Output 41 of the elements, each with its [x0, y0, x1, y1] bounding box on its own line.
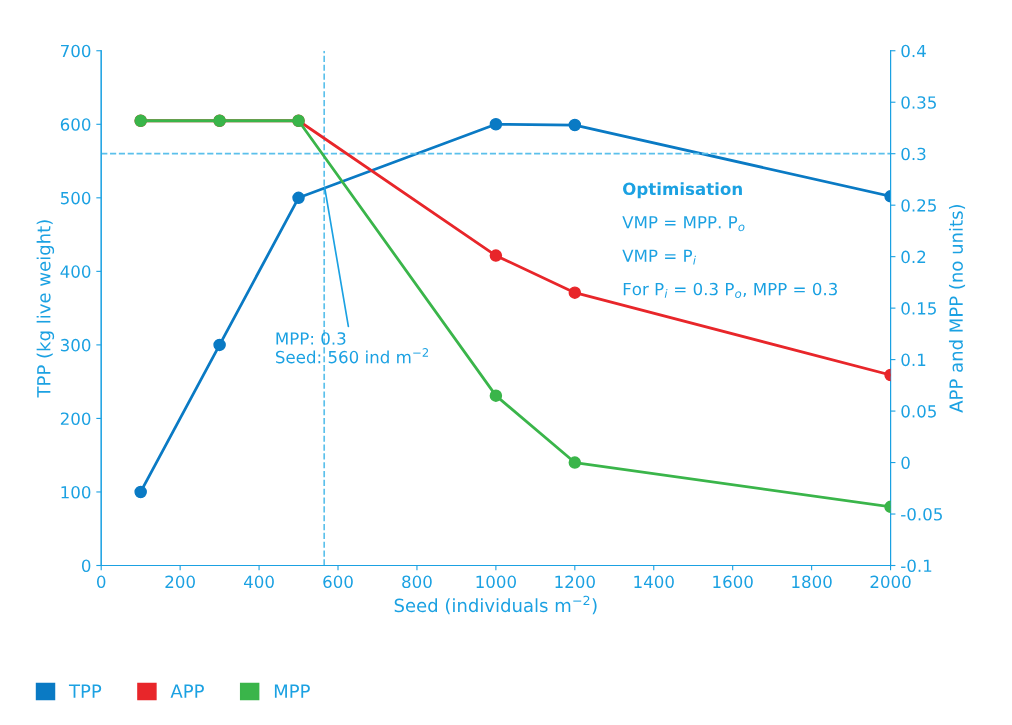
x-tick-label: 1200 — [555, 575, 595, 589]
y2-tick-label: 0.2 — [901, 250, 926, 264]
y2-axis-title: APP and MPP (no units) — [948, 204, 966, 413]
y2-tick-label: 0.15 — [901, 302, 936, 315]
y-tick-label: 0 — [81, 559, 91, 573]
x-tick-label: 2000 — [870, 575, 911, 589]
x-tick-label: 0 — [97, 575, 106, 589]
legend-label: TPP — [68, 684, 102, 698]
x-tick-label: 1800 — [792, 575, 832, 589]
x-tick-label: 400 — [243, 575, 274, 589]
y-axis-title: TPP (kg live weight) — [36, 220, 55, 398]
y2-tick-label: 0.25 — [901, 199, 936, 212]
annotation: MPP: 0.3 Seed: 560 ind m$^{−2}$ — [275, 332, 429, 364]
y2-tick-label: 0.4 — [901, 44, 926, 58]
y-tick-label: 600 — [60, 118, 91, 131]
y-tick-label: 500 — [60, 191, 91, 205]
legend-label: APP — [170, 684, 204, 698]
y-tick-label: 400 — [60, 265, 91, 278]
x-tick-label: 600 — [323, 575, 353, 589]
y-tick-label: 700 — [61, 44, 91, 58]
x-tick-label: 200 — [165, 575, 195, 589]
annotation: VMP = P$_{i}$ — [622, 249, 696, 265]
y2-tick-label: 0.05 — [901, 405, 936, 418]
x-tick-label: 1000 — [476, 575, 516, 589]
annotation: For P$_{i}$ = 0.3 P$_{o}$, MPP = 0.3 — [623, 282, 837, 299]
x-axis-title: Seed (individuals m$^{−2}$) — [394, 595, 597, 615]
y2-tick-label: -0.1 — [901, 559, 932, 573]
y2-tick-label: 0.35 — [901, 96, 936, 109]
y-tick-label: 100 — [61, 485, 91, 499]
y2-tick-label: -0.05 — [901, 507, 942, 521]
annotation: Optimisation — [623, 182, 742, 199]
x-tick-label: 1600 — [713, 575, 753, 589]
x-tick-label: 800 — [402, 575, 432, 589]
x-tick-label: 1400 — [634, 575, 674, 589]
y2-tick-label: 0.1 — [901, 353, 926, 367]
y-tick-label: 200 — [60, 412, 91, 425]
y-tick-label: 300 — [60, 338, 91, 352]
y2-tick-label: 0 — [901, 456, 910, 470]
legend-label: MPP — [274, 684, 310, 698]
y2-tick-label: 0.3 — [901, 147, 926, 161]
annotation: VMP = MPP. P$_{o}$ — [622, 216, 745, 232]
